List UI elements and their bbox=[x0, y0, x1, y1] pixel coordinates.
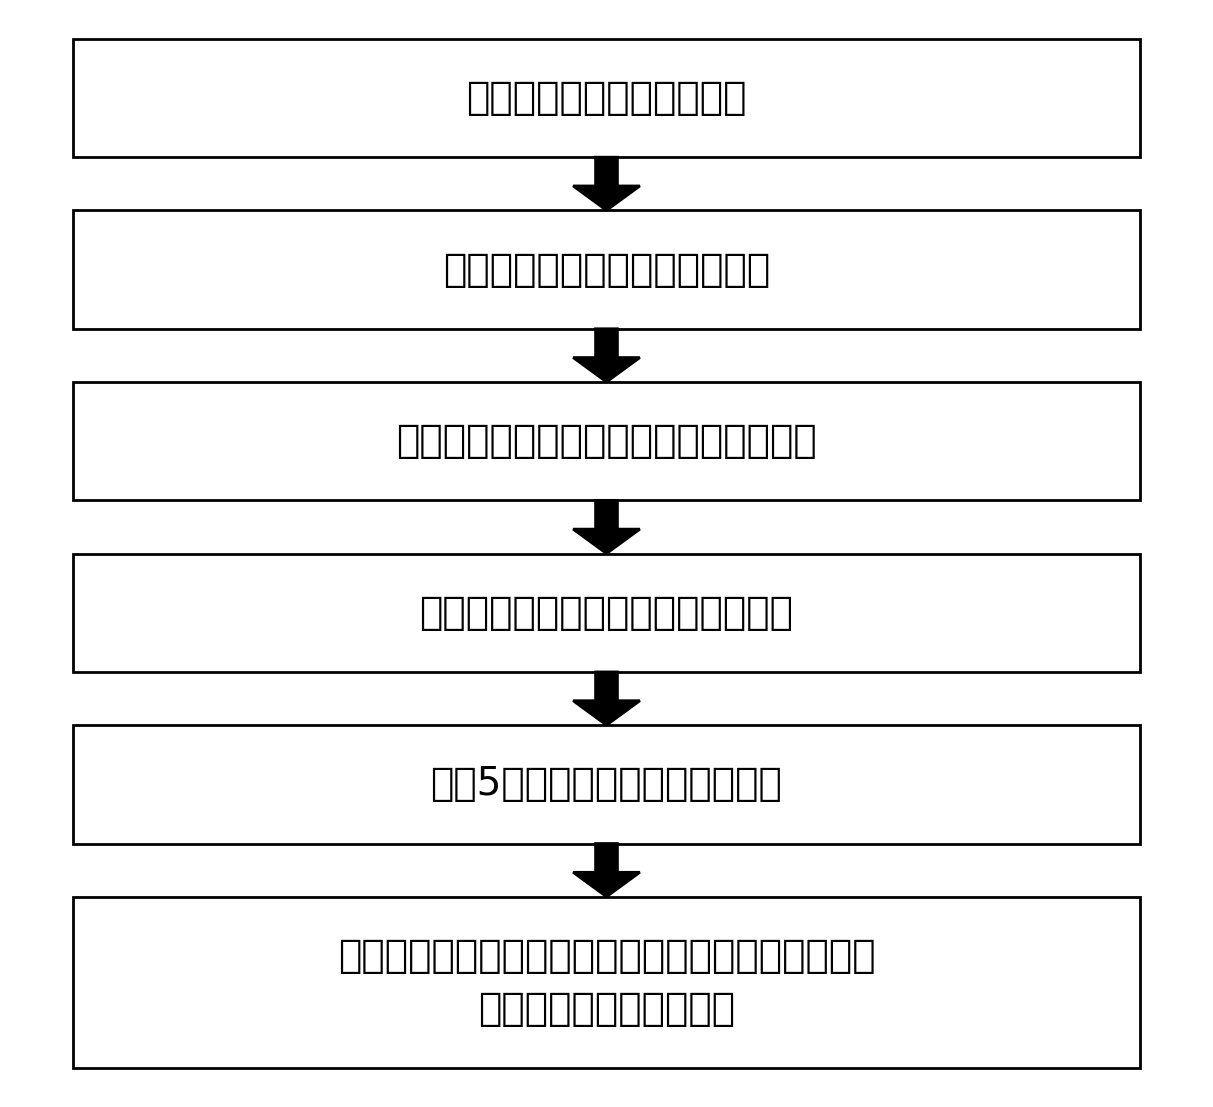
Text: 步骤三：基于惯性数据修正三维激光点云: 步骤三：基于惯性数据修正三维激光点云 bbox=[397, 422, 816, 461]
Bar bbox=[73, 897, 1140, 1068]
Text: 步骤四：优化激光抖动误差叠加均值: 步骤四：优化激光抖动误差叠加均值 bbox=[420, 593, 793, 632]
Text: 步骤一：相机内部参数标定: 步骤一：相机内部参数标定 bbox=[466, 79, 747, 117]
Polygon shape bbox=[573, 844, 640, 897]
Bar bbox=[73, 725, 1140, 844]
Polygon shape bbox=[573, 329, 640, 382]
Text: 步骤六：构建多线段联合外参标定模型，通过非线性
方法求出外部参数最优解: 步骤六：构建多线段联合外参标定模型，通过非线性 方法求出外部参数最优解 bbox=[337, 937, 876, 1028]
Bar bbox=[73, 210, 1140, 329]
Polygon shape bbox=[573, 157, 640, 210]
Polygon shape bbox=[573, 672, 640, 725]
Bar bbox=[73, 382, 1140, 500]
Text: 步骤5：优化激光步进角误差增量: 步骤5：优化激光步进角误差增量 bbox=[431, 765, 782, 804]
Polygon shape bbox=[573, 500, 640, 554]
Bar bbox=[73, 554, 1140, 672]
Text: 步骤二：构建三维激光点云模型: 步骤二：构建三维激光点云模型 bbox=[443, 250, 770, 289]
Bar bbox=[73, 39, 1140, 157]
